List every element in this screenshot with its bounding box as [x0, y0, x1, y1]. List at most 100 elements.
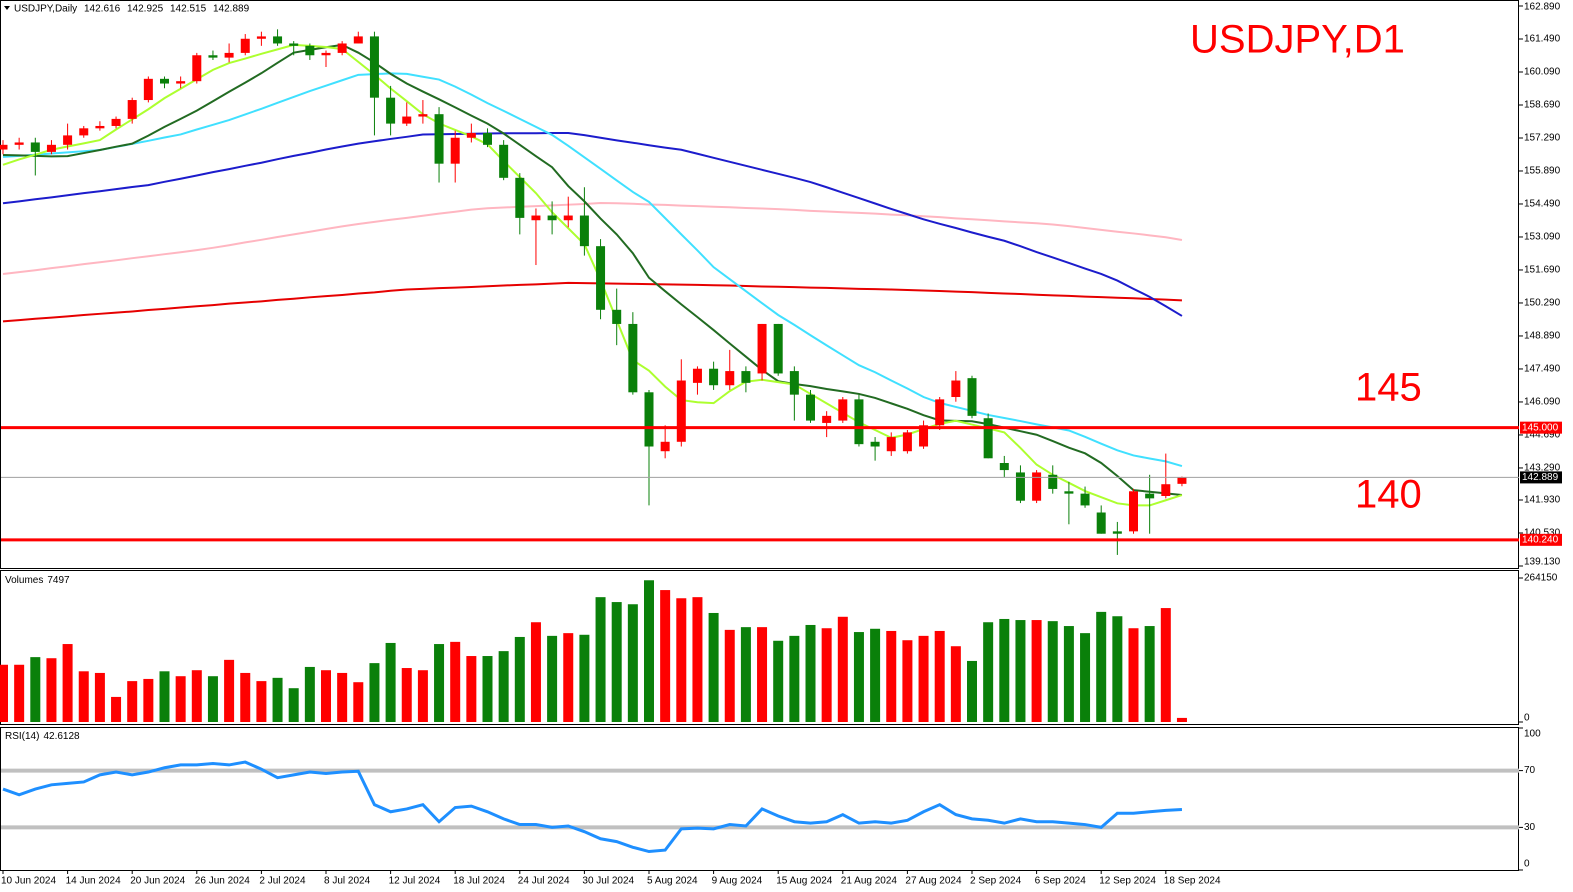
candle-body	[111, 118, 121, 126]
y-tick-label: 161.490	[1524, 34, 1561, 45]
moving-average	[2, 132, 1183, 317]
candle-body	[789, 371, 799, 395]
candle-body	[1048, 474, 1058, 489]
x-tick-label: 6 Sep 2024	[1035, 876, 1087, 887]
volume-bar	[983, 622, 994, 722]
candle-body	[450, 137, 460, 164]
menu-arrow[interactable]	[4, 6, 10, 10]
volume-bar	[999, 618, 1010, 722]
volume-bar	[94, 672, 105, 722]
volume-bar	[1176, 717, 1187, 722]
y-tick-label: 100	[1524, 729, 1541, 740]
candle-body	[515, 177, 525, 218]
price-tag	[1520, 471, 1562, 484]
y-tick-label: 264150	[1524, 573, 1558, 584]
rsi-panel	[0, 727, 1519, 871]
volume-title: Volumes 7497	[5, 575, 70, 586]
volume-bar	[740, 627, 751, 722]
candle-body	[676, 380, 686, 442]
x-tick-label: 18 Sep 2024	[1164, 876, 1221, 887]
candle-body	[838, 399, 848, 421]
candle-body	[773, 323, 783, 374]
volume-bar	[288, 688, 299, 722]
candle-body	[579, 215, 589, 247]
volume-bar	[950, 646, 961, 722]
x-tick-label: 15 Aug 2024	[776, 876, 833, 887]
volume-bar	[1128, 628, 1139, 722]
y-tick-label: 0	[1524, 713, 1530, 724]
volume-bar	[934, 630, 945, 722]
volume-bar	[563, 633, 574, 722]
candle-body	[1112, 531, 1122, 534]
volume-bar	[466, 656, 477, 722]
volume-panel	[0, 570, 1519, 725]
volume-bar	[321, 670, 331, 722]
candle-body	[1161, 484, 1171, 496]
volume-bar	[724, 629, 735, 722]
candle-body	[870, 441, 880, 447]
candle-body	[63, 135, 73, 145]
volume-bar	[434, 644, 445, 722]
x-tick-label: 14 Jun 2024	[66, 876, 121, 887]
candle-body	[854, 399, 864, 445]
candle-body	[1080, 493, 1090, 506]
candle-body	[1129, 491, 1138, 532]
candle-body	[806, 394, 815, 421]
candle-body	[160, 78, 169, 84]
candle-body	[547, 215, 557, 221]
volume-bar	[256, 681, 267, 722]
candle-body	[369, 36, 379, 98]
x-tick-label: 12 Sep 2024	[1099, 876, 1156, 887]
candle-body	[757, 323, 767, 374]
candle-body	[353, 36, 363, 44]
volume-name: Volumes	[5, 575, 43, 586]
candle-body	[822, 415, 832, 423]
moving-average	[2, 281, 1182, 323]
y-tick-label: 157.290	[1524, 133, 1561, 144]
volume-bar	[191, 670, 202, 722]
y-tick-label: 160.090	[1524, 67, 1561, 78]
candle-body	[563, 215, 573, 221]
candle-body	[983, 418, 993, 459]
volume-bar	[1160, 608, 1171, 722]
level-tag	[1520, 421, 1562, 434]
volume-bar	[1031, 620, 1042, 722]
candle-body	[531, 215, 541, 221]
candle-body	[418, 114, 428, 117]
volume-bar	[579, 634, 590, 722]
volume-bar	[821, 628, 832, 722]
volume-bar	[385, 642, 396, 722]
y-tick-label: 141.930	[1524, 495, 1561, 506]
y-tick-label: 147.490	[1524, 364, 1561, 375]
candle-body	[256, 36, 266, 39]
rsi-line	[2, 760, 1183, 854]
volume-bar	[498, 651, 509, 722]
volume-bar	[369, 663, 380, 722]
moving-average	[2, 202, 1183, 275]
volume-bar	[417, 670, 428, 722]
volume-bar	[918, 635, 929, 722]
level-tag-label: 145.000	[1522, 422, 1559, 433]
volume-bar	[757, 627, 768, 722]
candle-body	[240, 38, 250, 53]
volume-bar	[547, 635, 558, 722]
volume-bar	[272, 677, 283, 722]
volume-bar	[611, 602, 622, 722]
volume-bar	[773, 640, 784, 722]
y-tick-label: 139.130	[1524, 557, 1561, 568]
rsi-current: 42.6128	[43, 731, 80, 742]
ohlc-open: 142.616	[84, 4, 121, 15]
price-tag-label: 142.889	[1522, 472, 1559, 483]
volume-bar	[159, 671, 170, 722]
candle-body	[46, 144, 56, 152]
volume-bar	[870, 628, 881, 722]
y-tick-label: 0	[1524, 859, 1530, 870]
x-tick-label: 27 Aug 2024	[905, 876, 962, 887]
volume-bar	[902, 640, 913, 722]
x-tick-label: 26 Jun 2024	[195, 876, 250, 887]
volume-bar	[78, 671, 89, 722]
volume-bar	[1080, 633, 1091, 722]
candle-body	[935, 399, 945, 426]
volume-bar	[450, 641, 461, 722]
